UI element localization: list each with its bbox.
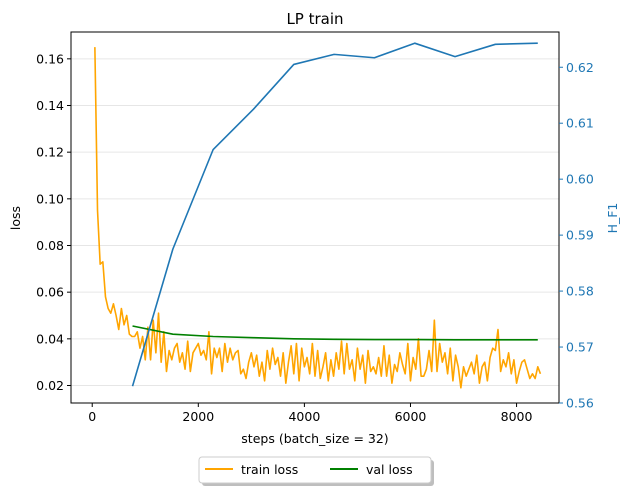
left-tick-label-1: 0.04: [36, 331, 64, 346]
x-tick-label-0: 0: [88, 409, 96, 424]
right-tick-label-4: 0.60: [566, 172, 594, 187]
series-line-h-f1: [131, 42, 538, 387]
x-tick-label-1: 2000: [182, 409, 214, 424]
left-tick-label-2: 0.06: [36, 285, 64, 300]
left-axis-label: loss: [8, 206, 23, 230]
left-tick-label-7: 0.16: [36, 51, 64, 66]
right-axis-label: H_F1: [605, 203, 620, 234]
series-line-train-loss: [94, 47, 542, 389]
axes-frame: [70, 31, 560, 404]
x-tick-label-4: 8000: [501, 409, 533, 424]
legend-box: [198, 456, 432, 484]
legend-label-train-loss: train loss: [241, 462, 298, 477]
series-line-val-loss: [132, 325, 538, 341]
left-axis-ticks: 0.02 0.04 0.06 0.08 0.10 0.12 0.14 0.16: [36, 51, 71, 393]
left-tick-label-3: 0.08: [36, 238, 64, 253]
legend: train loss val loss: [198, 456, 434, 486]
x-tick-label-3: 6000: [395, 409, 427, 424]
plot-area: [94, 42, 542, 389]
right-axis-ticks: 0.56 0.57 0.58 0.59 0.60 0.61 0.62: [559, 60, 594, 411]
right-tick-label-5: 0.61: [566, 116, 594, 131]
right-tick-label-6: 0.62: [566, 60, 594, 75]
right-tick-label-0: 0.56: [566, 396, 594, 411]
left-tick-label-6: 0.14: [36, 98, 64, 113]
x-tick-label-2: 4000: [288, 409, 320, 424]
chart-title: LP train: [286, 10, 343, 28]
right-tick-label-1: 0.57: [566, 340, 594, 355]
right-tick-label-3: 0.59: [566, 228, 594, 243]
x-axis-ticks: 0 2000 4000 6000 8000: [88, 403, 533, 424]
legend-label-val-loss: val loss: [366, 462, 413, 477]
x-axis-label: steps (batch_size = 32): [241, 431, 388, 446]
left-tick-label-4: 0.10: [36, 191, 64, 206]
right-tick-label-2: 0.58: [566, 284, 594, 299]
left-tick-label-0: 0.02: [36, 378, 64, 393]
left-tick-label-5: 0.12: [36, 145, 64, 160]
